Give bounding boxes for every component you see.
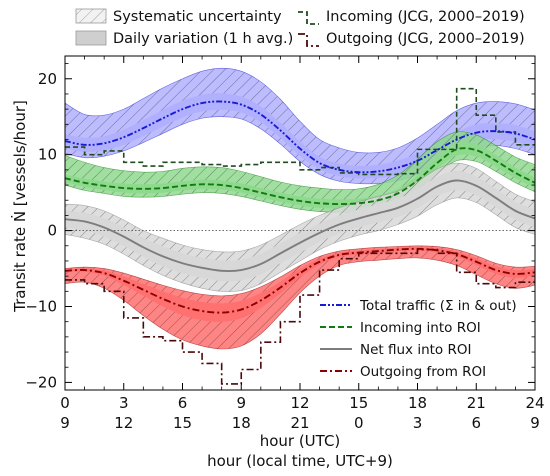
- x-axis-label-utc: hour (UTC): [260, 432, 341, 450]
- legend-top-left: Systematic uncertainty Daily variation (…: [75, 8, 293, 47]
- x-tick-label-local: 12: [114, 414, 133, 432]
- x-tick-label-utc: 3: [119, 394, 129, 412]
- x-tick-label-utc: 0: [60, 394, 70, 412]
- x-tick-label-utc: 21: [467, 394, 486, 412]
- y-axis-label: Transit rate Ṅ [vessels/hour]: [10, 100, 29, 313]
- legend-label-incoming-jcg: Incoming (JCG, 2000–2019): [326, 9, 525, 25]
- legend-label-incoming: Incoming into ROI: [360, 320, 481, 336]
- legend-swatch-outgoing-jcg: [298, 33, 319, 47]
- x-tick-label-utc: 18: [408, 394, 427, 412]
- y-tick-label: −20: [25, 373, 57, 391]
- x-tick-label-local: 3: [413, 414, 423, 432]
- x-tick-label-local: 9: [530, 414, 540, 432]
- legend-swatch-incoming-jcg: [298, 11, 319, 25]
- outgoing-daily-band: [65, 247, 535, 322]
- legend-swatch-daily: [75, 30, 107, 46]
- axes: 0 9 3 12 6 15 9 18 12 21 15 0 18 3 21 6 24 9 −20 −10 0 10 20: [25, 55, 545, 432]
- x-tick-label-utc: 6: [178, 394, 188, 412]
- y-tick-label: 20: [38, 70, 57, 88]
- x-tick-label-local: 6: [471, 414, 481, 432]
- y-tick-label: 0: [47, 222, 57, 240]
- x-tick-label-local: 9: [60, 414, 70, 432]
- x-tick-label-local: 18: [232, 414, 251, 432]
- x-tick-label-utc: 9: [236, 394, 246, 412]
- net-central-line: [65, 179, 535, 272]
- x-tick-label-local: 0: [354, 414, 364, 432]
- incoming-jcg-step: [65, 87, 535, 176]
- legend-label-outgoing-jcg: Outgoing (JCG, 2000–2019): [326, 31, 525, 47]
- legend-label-outgoing: Outgoing from ROI: [360, 364, 486, 380]
- legend-bottom-right: Total traffic (Σ in & out) Incoming into…: [320, 298, 517, 380]
- legend-label-daily: Daily variation (1 h avg.): [113, 31, 293, 47]
- legend-label-total: Total traffic (Σ in & out): [359, 298, 517, 314]
- series-lines: [65, 87, 535, 385]
- legend-top-right: Incoming (JCG, 2000–2019) Outgoing (JCG,…: [298, 9, 525, 47]
- outgoing-central-line: [65, 247, 535, 314]
- y-tick-label: −10: [25, 298, 57, 316]
- y-tick-label: 10: [38, 146, 57, 164]
- legend-swatch-systematic-hatch: [76, 9, 106, 23]
- x-tick-label-local: 21: [290, 414, 309, 432]
- total-central-line: [65, 100, 535, 174]
- incoming-central-line: [65, 147, 535, 205]
- x-axis-label-local: hour (local time, UTC+9): [207, 452, 393, 470]
- outgoing-systematic-hatch: [65, 245, 535, 350]
- x-tick-label-local: 15: [173, 414, 192, 432]
- x-tick-label-utc: 24: [525, 394, 544, 412]
- legend-label-net: Net flux into ROI: [360, 342, 471, 358]
- outgoing-jcg-step: [65, 248, 535, 385]
- incoming-systematic-hatch: [65, 131, 535, 213]
- x-tick-label-utc: 15: [349, 394, 368, 412]
- legend-label-systematic: Systematic uncertainty: [113, 9, 282, 25]
- x-tick-label-utc: 12: [290, 394, 309, 412]
